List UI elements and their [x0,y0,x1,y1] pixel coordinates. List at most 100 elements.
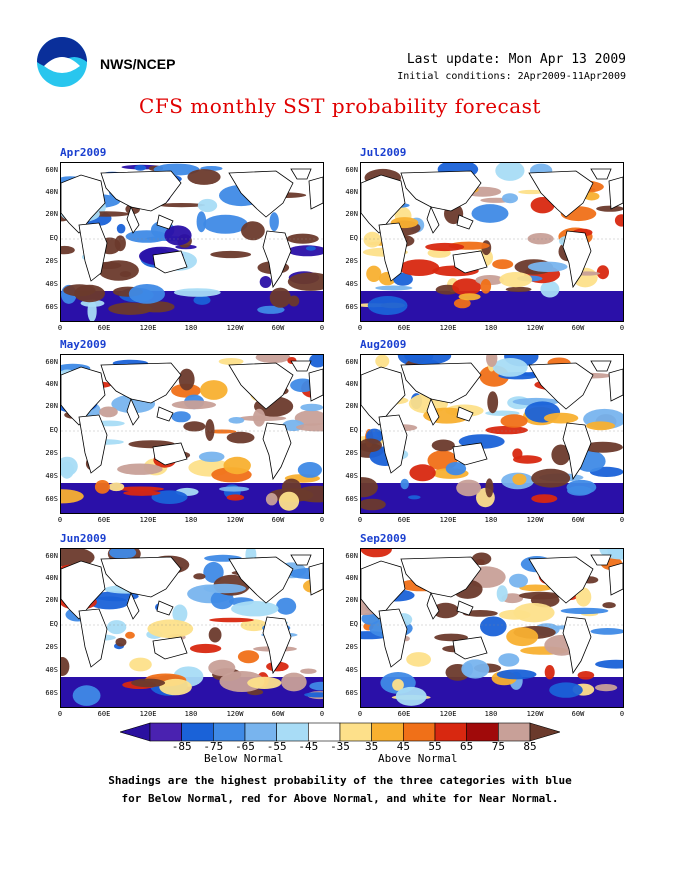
colorbar-tick-label: 85 [523,740,537,753]
forecast-panel: May2009 60N 40N 20N EQ 20S 40S 60S 0 60E 120E 180 12… [45,338,328,538]
sst-map [60,354,324,514]
colorbar-segment [308,722,341,742]
colorbar-segment [213,722,246,742]
colorbar-segment [466,722,499,742]
x-tick-label: 120W [526,516,544,524]
y-tick-label: 60S [45,303,58,311]
y-tick-label: 60S [45,495,58,503]
x-tick-label: 180 [184,710,198,718]
colorbar-segment [181,722,214,742]
x-tick-label: 60E [397,516,411,524]
page-title: CFS monthly SST probability forecast [139,94,541,118]
y-tick-label: 40S [345,472,358,480]
colorbar-tick-label: 45 [396,740,410,753]
y-tick-label: 20S [45,449,58,457]
x-tick-label: 0 [357,710,363,718]
y-tick-label: EQ [49,620,58,628]
x-tick-label: 120E [439,710,457,718]
x-tick-label: 180 [184,516,198,524]
y-tick-label: 40S [45,666,58,674]
above-normal-label: Above Normal [378,752,458,765]
y-tick-label: 20S [45,643,58,651]
x-tick-label: 60W [571,324,585,332]
y-tick-label: 40N [345,380,358,388]
x-tick-label: 180 [484,710,498,718]
sst-map [360,548,624,708]
colorbar-segment [149,722,182,742]
x-tick-label: 120W [226,324,244,332]
colorbar-left-arrow [120,722,151,742]
x-tick-label: 120W [226,710,244,718]
x-tick-label: 60E [97,516,111,524]
x-tick-label: 0 [619,516,625,524]
panel-month-title: May2009 [60,338,107,351]
sst-map-graphic [61,549,323,707]
colorbar-tick-label: 35 [365,740,379,753]
x-tick-label: 180 [484,324,498,332]
x-tick-label: 0 [319,324,325,332]
colorbar-tick-label: -85 [171,740,192,753]
x-tick-label: 0 [57,710,63,718]
colorbar-segment [244,722,277,742]
forecast-panel: Aug2009 60N 40N 20N EQ 20S 40S 60S 0 60E 120E 180 12… [345,338,628,538]
sst-map-graphic [361,163,623,321]
x-tick-label: 120E [139,324,157,332]
y-tick-label: 40N [45,380,58,388]
x-tick-label: 120E [439,516,457,524]
sst-map-graphic [61,355,323,513]
x-tick-label: 120E [139,710,157,718]
x-tick-label: 0 [319,516,325,524]
y-tick-label: 60S [345,689,358,697]
y-tick-label: 40N [345,188,358,196]
y-tick-label: EQ [49,234,58,242]
colorbar-tick-label: 75 [491,740,505,753]
y-tick-label: 60S [345,303,358,311]
y-tick-label: 60N [345,166,358,174]
colorbar-tick-label: -55 [266,740,287,753]
y-tick-label: 60N [45,166,58,174]
sst-map [360,354,624,514]
y-tick-label: 40N [345,574,358,582]
x-tick-label: 0 [57,516,63,524]
colorbar-tick-label: -75 [203,740,224,753]
x-tick-label: 120W [526,324,544,332]
y-tick-label: 20N [345,596,358,604]
caption-line-2: for Below Normal, red for Above Normal, … [121,792,559,805]
x-tick-label: 60W [571,710,585,718]
forecast-panel: Apr2009 60N 40N 20N EQ 20S 40S 60S 0 60E 120E 180 12… [45,146,328,346]
y-tick-label: 40S [345,666,358,674]
y-tick-label: 20S [345,257,358,265]
sst-map-graphic [61,163,323,321]
x-tick-label: 0 [357,324,363,332]
noaa-logo-icon [36,36,88,88]
y-tick-label: 20N [345,402,358,410]
colorbar-segment [371,722,404,742]
panel-month-title: Aug2009 [360,338,407,351]
x-tick-label: 60W [271,710,285,718]
x-tick-label: 0 [619,710,625,718]
y-tick-label: EQ [49,426,58,434]
y-tick-label: 40N [45,574,58,582]
panel-month-title: Jul2009 [360,146,407,159]
forecast-panel: Jul2009 60N 40N 20N EQ 20S 40S 60S 0 60E 120E 180 12… [345,146,628,346]
x-tick-label: 120W [526,710,544,718]
x-tick-label: 0 [57,324,63,332]
x-tick-label: 120E [439,324,457,332]
colorbar-tick-label: 55 [428,740,442,753]
colorbar-tick-label: -35 [330,740,350,753]
forecast-panel: Jun2009 60N 40N 20N EQ 20S 40S 60S 0 60E 120E 180 12… [45,532,328,732]
y-tick-label: 60N [345,358,358,366]
colorbar-segment [276,722,309,742]
x-tick-label: 120E [139,516,157,524]
x-tick-label: 180 [184,324,198,332]
sst-map-graphic [361,549,623,707]
y-tick-label: 40S [345,280,358,288]
org-name: NWS/NCEP [100,56,176,72]
x-tick-label: 180 [484,516,498,524]
colorbar-segment [498,722,531,742]
colorbar-tick-label: 65 [460,740,474,753]
x-tick-label: 60E [397,324,411,332]
colorbar-segment [434,722,467,742]
y-tick-label: 60S [45,689,58,697]
x-tick-label: 0 [319,710,325,718]
